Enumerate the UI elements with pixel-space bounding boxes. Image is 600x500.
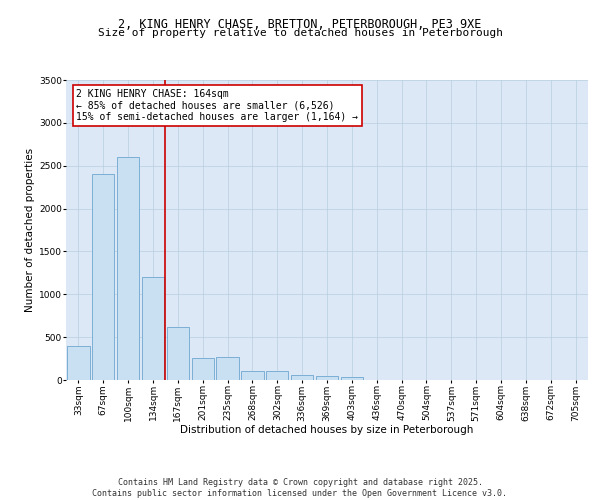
Bar	[167, 327, 189, 380]
Bar	[191, 358, 214, 380]
Bar	[291, 375, 313, 380]
Bar	[117, 157, 139, 380]
Text: Contains HM Land Registry data © Crown copyright and database right 2025.
Contai: Contains HM Land Registry data © Crown c…	[92, 478, 508, 498]
X-axis label: Distribution of detached houses by size in Peterborough: Distribution of detached houses by size …	[181, 424, 473, 434]
Bar	[142, 277, 164, 380]
Bar	[92, 174, 115, 380]
Bar	[217, 358, 239, 380]
Text: 2 KING HENRY CHASE: 164sqm
← 85% of detached houses are smaller (6,526)
15% of s: 2 KING HENRY CHASE: 164sqm ← 85% of deta…	[76, 89, 358, 122]
Bar	[241, 371, 263, 380]
Bar	[67, 346, 89, 380]
Bar	[266, 372, 289, 380]
Bar	[341, 378, 363, 380]
Text: 2, KING HENRY CHASE, BRETTON, PETERBOROUGH, PE3 9XE: 2, KING HENRY CHASE, BRETTON, PETERBOROU…	[118, 18, 482, 30]
Y-axis label: Number of detached properties: Number of detached properties	[25, 148, 35, 312]
Text: Size of property relative to detached houses in Peterborough: Size of property relative to detached ho…	[97, 28, 503, 38]
Bar	[316, 376, 338, 380]
